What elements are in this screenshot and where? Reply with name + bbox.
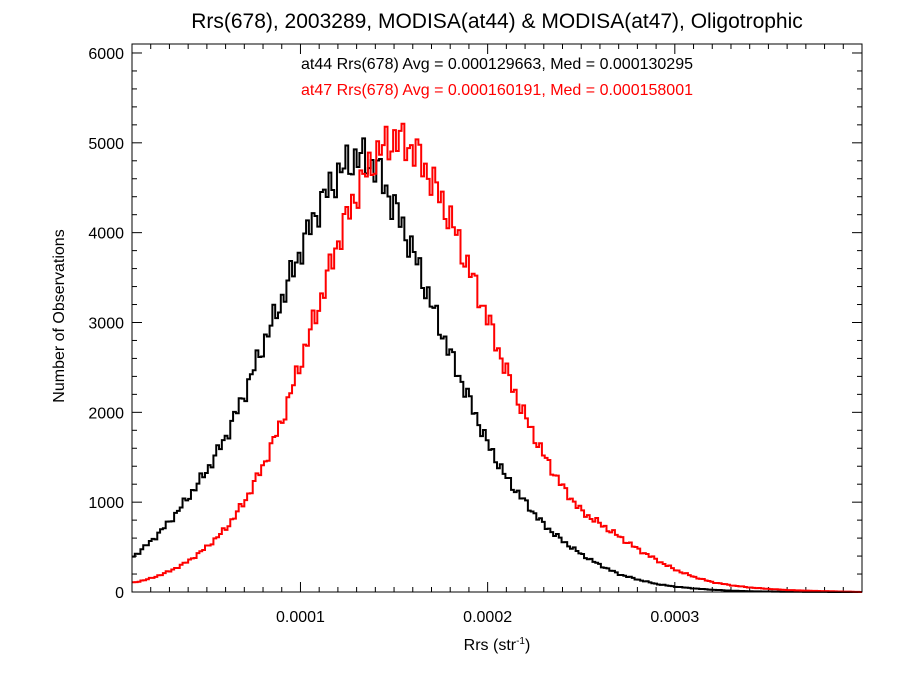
- axis-ticks: 0 1000 2000 3000 4000 5000 6000 0.0001 0.0002 0.0…: [88, 44, 863, 626]
- histogram-series-1: [132, 137, 862, 593]
- annotation-1: at44 Rrs(678) Avg = 0.000129663, Med = 0…: [301, 56, 693, 73]
- plot-frame: [131, 43, 863, 593]
- x-axis-label-superscript: -1: [516, 636, 525, 647]
- y-tick-label: 0: [115, 585, 124, 602]
- y-tick-label: 6000: [88, 46, 124, 63]
- y-axis-label: Number of Observations: [51, 229, 68, 402]
- y-tick-label: 5000: [88, 136, 124, 153]
- y-tick-label: 3000: [88, 315, 124, 332]
- x-tick-label: 0.0003: [650, 609, 699, 626]
- y-tick-label: 2000: [88, 405, 124, 422]
- annotation-2: at47 Rrs(678) Avg = 0.000160191, Med = 0…: [301, 82, 693, 99]
- x-axis-label-tail: ): [525, 637, 530, 654]
- histogram-series-2: [132, 122, 862, 593]
- chart-title: Rrs(678), 2003289, MODISA(at44) & MODISA…: [191, 10, 803, 33]
- x-axis-label-main: Rrs (str: [464, 637, 517, 654]
- x-tick-label: 0.0001: [276, 609, 325, 626]
- y-tick-label: 1000: [88, 495, 124, 512]
- x-tick-label: 0.0002: [463, 609, 512, 626]
- histogram-series: [132, 122, 862, 593]
- stats-annotations: at44 Rrs(678) Avg = 0.000129663, Med = 0…: [301, 56, 693, 99]
- x-axis-label: Rrs (str-1): [464, 636, 531, 654]
- y-tick-label: 4000: [88, 226, 124, 243]
